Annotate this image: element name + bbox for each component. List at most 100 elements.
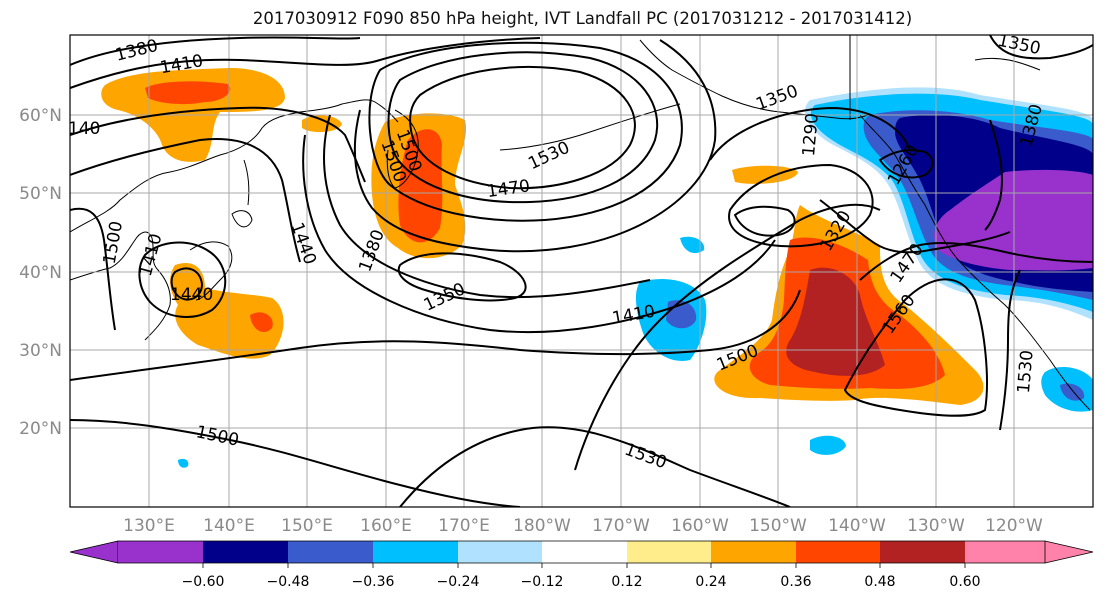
shade-orange-okhotsk-small: [302, 115, 342, 133]
shade-cyan-subtropics: [810, 435, 846, 455]
colorbar-tick-label: 0.48: [864, 574, 895, 590]
colorbar-tick-label: −0.36: [352, 574, 395, 590]
lon-label: 150°E: [281, 516, 333, 536]
contour-label: 1440: [170, 285, 213, 305]
contour-label: 1290: [799, 112, 823, 157]
contour-1380-north: [70, 36, 361, 66]
colorbar-segment: [965, 541, 1045, 563]
lon-label: 140°W: [828, 516, 886, 536]
lon-label: 150°W: [749, 516, 807, 536]
colorbar-segment: [711, 541, 796, 563]
contour-label: 140: [68, 119, 100, 139]
contour-1440-west: [70, 106, 366, 183]
lon-label: 180°W: [513, 516, 571, 536]
map-title: 2017030912 F090 850 hPa height, IVT Land…: [252, 9, 913, 28]
lon-label: 170°E: [438, 516, 490, 536]
map-panel: 1380 1410 140 1500 1410 1440 1440 1500 1…: [68, 35, 1093, 507]
coastlines: [70, 35, 1091, 411]
shade-cyan-small-west: [178, 458, 189, 468]
contour-1410-north: [70, 37, 541, 89]
contour-1530-gyre: [574, 203, 881, 471]
lon-label: 130°E: [123, 516, 175, 536]
colorbar-tick-label: 0.12: [611, 574, 642, 590]
colorbar-segment: [627, 541, 711, 563]
colorbar-tick-label: 0.60: [949, 574, 980, 590]
contour-1380-east: [984, 119, 1003, 231]
colorbar-segment: [796, 541, 880, 563]
contour-1380-main: [302, 134, 776, 334]
colorbar-segment: [118, 541, 203, 563]
lon-label: 120°W: [985, 516, 1043, 536]
colorbar-tick-label: −0.48: [267, 574, 310, 590]
shade-red-japan: [250, 312, 273, 332]
ivt-positive-shading: [101, 68, 984, 405]
contour-1320-ring: [728, 163, 874, 248]
coast-north-america: [859, 114, 1091, 411]
colorbar-tick-label: −0.12: [521, 574, 564, 590]
colorbar-tick-label: 0.24: [695, 574, 726, 590]
contour-1500-low: [387, 51, 659, 204]
contour-1410-main: [323, 114, 651, 299]
shade-red-kamchatka: [398, 129, 443, 243]
colorbar-extend-high: [1044, 540, 1094, 564]
colorbar-ticks: [202, 563, 966, 568]
contour-1410-japan-loop: [170, 267, 204, 301]
contour-1290-ring: [733, 205, 796, 237]
lon-label: 160°E: [360, 516, 412, 536]
coast-aleutians: [499, 103, 681, 151]
contour-1440-low: [353, 39, 717, 253]
longitude-labels: 130°E 140°E 150°E 160°E 170°E 180°W 170°…: [123, 516, 1043, 536]
lon-label: 140°E: [203, 516, 255, 536]
contour-1350-high: [709, 106, 911, 161]
colorbar: −0.60 −0.48 −0.36 −0.24 −0.12 0.12 0.24 …: [69, 540, 1094, 590]
contour-label: 1530: [1014, 349, 1038, 394]
coast-hokkaido: [231, 210, 253, 228]
lat-label: 60°N: [19, 106, 62, 126]
lat-label: 40°N: [19, 263, 62, 283]
shade-darkred-main-plume: [786, 267, 885, 376]
coast-kamchatka: [386, 109, 419, 189]
colorbar-extend-low: [69, 540, 119, 564]
lon-label: 170°W: [592, 516, 650, 536]
colorbar-segment: [203, 541, 288, 563]
coast-korea-china: [70, 231, 171, 341]
contour-1470-low: [368, 41, 683, 222]
coast-alaska: [639, 39, 869, 120]
lon-label: 160°W: [671, 516, 729, 536]
contour-1350-east: [989, 35, 1093, 60]
contour-1260-east: [878, 149, 934, 179]
shade-cyan-small-east: [680, 236, 705, 254]
lat-label: 30°N: [19, 341, 62, 361]
colorbar-segment: [880, 541, 965, 563]
coast-sakhalin: [243, 159, 250, 206]
colorbar-segment: [458, 541, 542, 563]
coast-hudson: [974, 57, 1041, 71]
coast-japan: [189, 241, 233, 301]
lat-label: 20°N: [19, 419, 62, 439]
map-frame: [69, 34, 1094, 508]
contour-1350-trough: [397, 252, 527, 302]
shade-blue-hawaii-east: [1060, 383, 1085, 401]
colorbar-segment: [373, 541, 458, 563]
coast-asia-east: [70, 99, 399, 233]
contour-1530-south: [399, 426, 791, 507]
shade-red-siberia: [145, 81, 231, 105]
colorbar-segment: [542, 541, 627, 563]
height-contours: [70, 35, 1093, 507]
colorbar-tick-label: −0.24: [437, 574, 480, 590]
colorbar-tick-label: 0.36: [780, 574, 811, 590]
contour-1500-mid: [70, 289, 801, 381]
latitude-labels: 60°N 50°N 40°N 30°N 20°N: [19, 106, 62, 439]
contour-1440-japan-loop: [138, 241, 227, 318]
contour-1560-subtrop: [843, 278, 988, 417]
colorbar-tick-label: −0.60: [182, 574, 225, 590]
contour-1530-east: [999, 269, 1021, 431]
contour-1500-south: [70, 419, 521, 507]
shade-orange-small-box: [732, 165, 798, 184]
lat-label: 50°N: [19, 184, 62, 204]
contour-1500-west: [70, 207, 116, 331]
contour-1470-west: [70, 138, 301, 263]
contour-1470-ridge: [859, 241, 1093, 281]
shade-orange-japan: [170, 262, 284, 359]
